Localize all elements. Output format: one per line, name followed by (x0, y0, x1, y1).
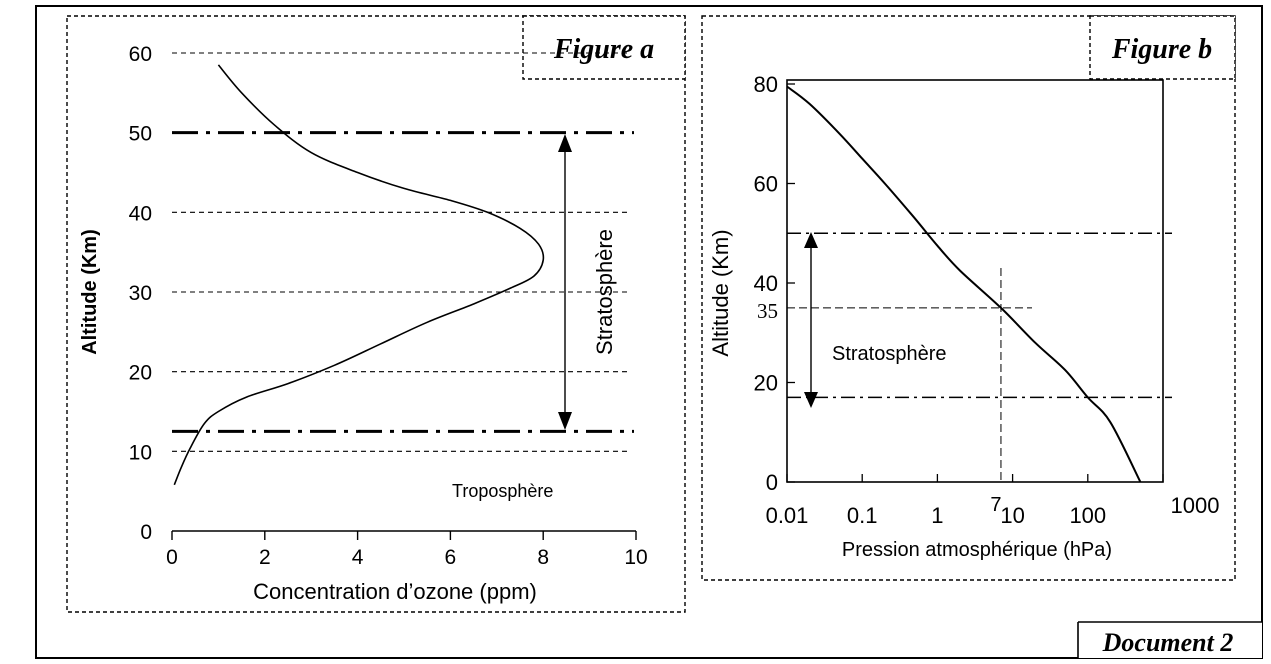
figure-b-x-tick-label: 0.01 (766, 503, 809, 528)
figure-a-y-axis-title: Altitude (Km) (79, 229, 101, 355)
figure-b-plot-area (786, 79, 1164, 483)
figure-a: Figure a 0 2 4 6 8 10 0 10 20 30 40 50 60 Stratosph… (66, 15, 686, 613)
figure-b-arrow-up (804, 232, 818, 248)
figure-a-x-axis: 0 2 4 6 8 10 (166, 530, 648, 569)
figure-b-frame (701, 15, 1236, 581)
figure-a-y-tick-label: 50 (129, 123, 152, 146)
figure-a-y-tick-label: 30 (129, 282, 152, 305)
figure-b-y-tick-label: 80 (754, 72, 778, 97)
figure-b-x-tick-label: 1 (931, 503, 943, 528)
figure-b-x-tick-label: 1000 (1171, 493, 1220, 518)
figure-a-arrow-up (558, 134, 572, 152)
figure-a-arrow-down (558, 412, 572, 430)
figure-a-y-tick-label: 60 (129, 43, 152, 66)
figure-a-y-tick-label: 10 (129, 441, 152, 464)
figure-b-stratosphere-label: Stratosphère (832, 343, 947, 365)
document-frame (35, 5, 1263, 659)
figure-b-guide-lines (787, 268, 1032, 482)
figure-b-y-tick-label: 60 (754, 172, 778, 197)
figure-a-x-tick-label: 2 (259, 546, 271, 569)
figure-a-label-box (522, 15, 686, 80)
figure-b-y-ticks: 0 20 40 60 80 35 (754, 72, 795, 495)
figure-b-label-box (1089, 15, 1236, 80)
figure-a-ozone-curve (173, 64, 545, 486)
figure-b-y-tick-label: 0 (766, 470, 778, 495)
figure-b-y-tick-label-extra: 35 (757, 299, 778, 323)
figure-b-arrow-down (804, 392, 818, 408)
figure-a-troposphere-label: Troposphère (452, 481, 553, 501)
figure-a-x-tick-label: 8 (537, 546, 549, 569)
figure-b-x-tick-label: 0.1 (847, 503, 878, 528)
figure-a-y-tick-label: 40 (129, 202, 152, 225)
figure-a-y-ticks: 0 10 20 30 40 50 60 (129, 43, 152, 544)
figure-b-label: Figure b (1111, 34, 1212, 65)
figure-b-x-ticks: 0.01 0.1 1 10 100 1000 7 (766, 474, 1220, 528)
figure-b-pressure-curve (786, 85, 1142, 483)
figure-a-gridlines (172, 52, 630, 452)
figure-b-x-axis-title: Pression atmosphérique (hPa) (842, 539, 1112, 561)
figure-a-y-tick-label: 0 (140, 521, 152, 544)
figure-b-x-tick-label-extra: 7 (990, 494, 1001, 516)
figure-a-x-tick-label: 0 (166, 546, 178, 569)
figure-a-x-tick-label: 10 (624, 546, 647, 569)
figure-b-y-tick-label: 40 (754, 271, 778, 296)
figure-a-boundaries (172, 131, 634, 433)
figure-b-x-tick-label: 100 (1069, 503, 1106, 528)
figure-a-stratosphere-label: Stratosphère (592, 229, 617, 355)
figure-a-frame (66, 15, 686, 613)
figure-a-x-axis-title: Concentration d’ozone (ppm) (253, 579, 537, 604)
document-label: Document 2 (1102, 628, 1234, 657)
figure-b-x-tick-label: 10 (1000, 503, 1024, 528)
figure-b-boundaries (787, 232, 1172, 399)
figure-b-y-tick-label: 20 (754, 371, 778, 396)
figure-a-x-tick-label: 6 (445, 546, 457, 569)
figure-a-label: Figure a (553, 34, 654, 65)
figure-b-y-axis-title: Altitude (Km) (708, 229, 733, 356)
figure-a-x-tick-label: 4 (352, 546, 364, 569)
figure-a-y-tick-label: 20 (129, 362, 152, 385)
